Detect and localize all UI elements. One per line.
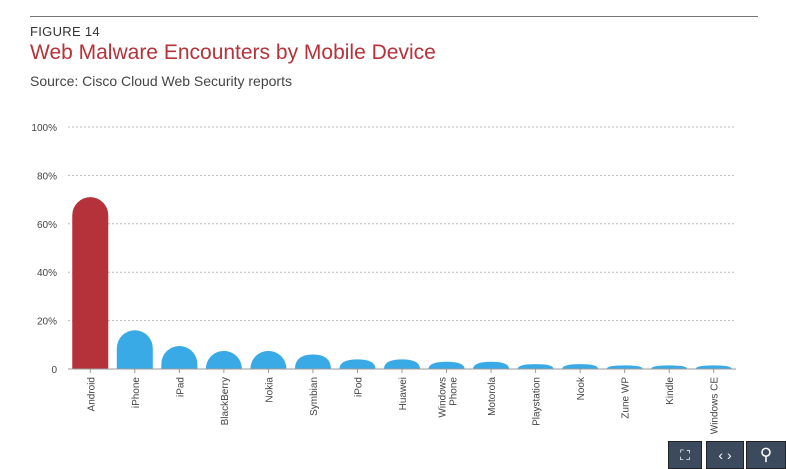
y-tick-label: 60% bbox=[37, 220, 57, 231]
y-tick-label: 80% bbox=[37, 171, 57, 182]
y-tick-label: 40% bbox=[37, 268, 57, 279]
x-tick-label: Symbian bbox=[309, 377, 320, 416]
x-tick-label: Huawei bbox=[398, 377, 409, 410]
fit-screen-icon: ⛶ bbox=[680, 446, 690, 463]
chart-source: Source: Cisco Cloud Web Security reports bbox=[30, 73, 292, 89]
prev-next-icon: ‹ › bbox=[718, 447, 732, 463]
bar-windows-ce bbox=[695, 365, 732, 369]
top-rule bbox=[30, 16, 758, 17]
bar-ipod bbox=[339, 359, 376, 369]
chart-title: Web Malware Encounters by Mobile Device bbox=[30, 41, 436, 64]
x-tick-label: Playstation bbox=[532, 377, 543, 426]
bar-huawei bbox=[384, 359, 420, 369]
bar-motorola bbox=[473, 361, 510, 369]
x-tick-label: iPhone bbox=[131, 377, 142, 409]
x-tick-label: Kindle bbox=[665, 377, 676, 405]
x-tick-label: Motorola bbox=[487, 377, 498, 416]
bar-zune-wp bbox=[606, 365, 643, 369]
bar-ipad bbox=[161, 346, 198, 369]
x-tick-label: WindowsPhone bbox=[438, 377, 460, 418]
fit-screen-button[interactable]: ⛶ bbox=[668, 441, 702, 469]
bar-nook bbox=[562, 364, 599, 369]
bar-symbian bbox=[294, 354, 331, 369]
x-tick-label: Android bbox=[86, 377, 97, 411]
y-tick-label: 20% bbox=[37, 317, 57, 328]
x-tick-label: iPod bbox=[353, 377, 364, 397]
zoom-out-icon: ⚲ bbox=[759, 445, 773, 464]
bar-iphone bbox=[116, 330, 153, 369]
x-tick-label: iPad bbox=[175, 377, 186, 397]
bar-playstation bbox=[517, 364, 554, 369]
y-tick-label: 0 bbox=[51, 365, 57, 376]
y-tick-label: 100% bbox=[31, 123, 57, 134]
x-tick-label: Nokia bbox=[264, 377, 275, 403]
bar-nokia bbox=[250, 350, 287, 369]
zoom-out-button[interactable]: ⚲ bbox=[746, 441, 786, 469]
page-nav-button[interactable]: ‹ › bbox=[706, 441, 744, 469]
bar-kindle bbox=[651, 365, 688, 369]
x-tick-label: Nook bbox=[576, 376, 587, 400]
x-tick-label: Zune WP bbox=[621, 377, 632, 419]
x-tick-label: BlackBerry bbox=[220, 377, 231, 425]
bar-blackberry bbox=[205, 350, 242, 369]
bar-windows-phone bbox=[428, 361, 465, 369]
bar-android bbox=[72, 197, 109, 369]
x-tick-label: Windows CE bbox=[710, 377, 721, 435]
figure-label: FIGURE 14 bbox=[30, 24, 100, 39]
